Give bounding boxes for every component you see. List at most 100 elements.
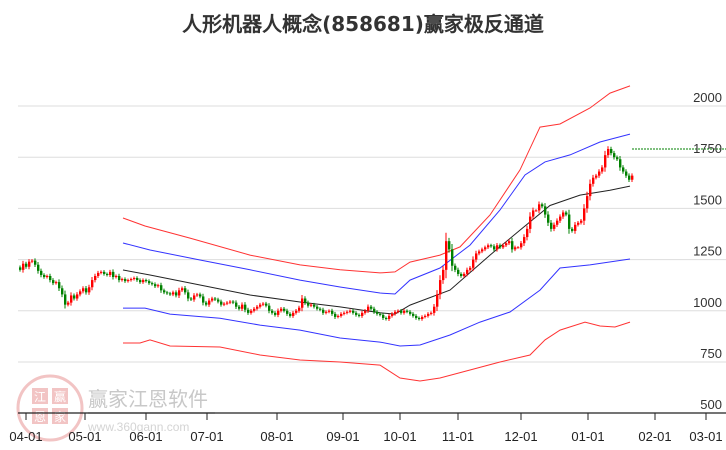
candle-up xyxy=(259,304,262,307)
candle-down xyxy=(613,153,616,158)
candle-up xyxy=(598,171,601,176)
candle-up xyxy=(88,287,91,293)
gridlines xyxy=(18,105,726,363)
candle-up xyxy=(475,253,478,260)
x-axis: 04-01 05-01 06-01 07-01 08-01 09-01 10-01 11-01… xyxy=(9,412,726,444)
candle-down xyxy=(622,167,625,172)
inner-upper-line xyxy=(122,133,631,295)
candle-up xyxy=(514,247,517,250)
x-tick-label: 05-01 xyxy=(68,429,101,444)
candle-down xyxy=(334,313,337,317)
candle-up xyxy=(94,275,97,281)
candle-down xyxy=(454,265,457,270)
candle-down xyxy=(625,171,628,176)
candle-up xyxy=(298,307,301,311)
candle-up xyxy=(361,312,364,316)
outer-lower-line xyxy=(123,321,631,382)
candle-down xyxy=(493,246,496,250)
candle-down xyxy=(274,312,277,315)
candle-up xyxy=(346,311,349,313)
candlesticks xyxy=(19,146,634,321)
candle-up xyxy=(325,311,328,313)
wm-char-2: 恩 xyxy=(34,410,46,424)
candle-up xyxy=(523,237,526,244)
candle-down xyxy=(358,314,361,316)
candle-up xyxy=(532,210,535,217)
candle-up xyxy=(436,294,439,307)
candle-down xyxy=(400,310,403,313)
candle-down xyxy=(175,292,178,296)
candle-down xyxy=(286,310,289,314)
candle-down xyxy=(43,274,46,278)
candle-down xyxy=(616,157,619,160)
candle-up xyxy=(520,243,523,248)
candle-up xyxy=(535,210,538,212)
middle-line xyxy=(122,185,631,315)
candle-down xyxy=(235,302,238,307)
candle-up xyxy=(178,290,181,296)
candle-up xyxy=(577,222,580,225)
candle-up xyxy=(502,245,505,248)
candle-up xyxy=(556,220,559,225)
candle-up xyxy=(196,294,199,296)
candle-up xyxy=(337,315,340,317)
candle-down xyxy=(145,280,148,282)
candle-up xyxy=(526,228,529,238)
inner-lower-line xyxy=(123,258,631,347)
candle-down xyxy=(238,306,241,309)
candle-up xyxy=(328,310,331,312)
candle-up xyxy=(601,167,604,172)
candle-down xyxy=(139,280,142,283)
candle-down xyxy=(52,280,55,284)
candle-up xyxy=(349,310,352,312)
candle-up xyxy=(229,301,232,303)
candle-up xyxy=(172,292,175,295)
candle-up xyxy=(55,282,58,284)
candle-down xyxy=(58,282,61,289)
wm-char-0: 江 xyxy=(34,390,46,404)
y-tick-label: 500 xyxy=(700,397,722,412)
candle-up xyxy=(478,251,481,254)
candle-down xyxy=(244,304,247,310)
candle-up xyxy=(508,241,511,244)
candle-down xyxy=(106,273,109,275)
candle-up xyxy=(292,312,295,316)
candle-down xyxy=(190,298,193,300)
candle-down xyxy=(64,294,67,305)
candle-down xyxy=(112,271,115,278)
candle-up xyxy=(559,216,562,221)
candle-down xyxy=(322,309,325,313)
candle-down xyxy=(271,310,274,313)
candle-up xyxy=(496,245,499,250)
candle-up xyxy=(604,155,607,168)
candle-down xyxy=(307,302,310,306)
candle-down xyxy=(316,306,319,309)
candle-down xyxy=(547,214,550,223)
candle-down xyxy=(376,311,379,314)
candle-up xyxy=(403,310,406,313)
x-tick-label: 09-01 xyxy=(326,429,359,444)
candle-up xyxy=(433,306,436,313)
candle-down xyxy=(283,308,286,311)
chart-title: 人形机器人概念(858681)赢家极反通道 xyxy=(182,12,544,36)
candle-down xyxy=(247,309,250,313)
candle-down xyxy=(151,283,154,285)
candle-down xyxy=(418,317,421,319)
candle-down xyxy=(304,298,307,303)
x-tick-label: 08-01 xyxy=(260,429,293,444)
candle-down xyxy=(355,312,358,315)
candle-up xyxy=(253,308,256,311)
candle-down xyxy=(19,267,22,270)
candle-up xyxy=(211,298,214,301)
candle-down xyxy=(499,245,502,248)
candle-up xyxy=(157,285,160,287)
candle-down xyxy=(370,306,373,309)
candle-up xyxy=(595,175,598,178)
candle-up xyxy=(97,272,100,276)
y-tick-label: 1500 xyxy=(693,192,722,207)
candle-down xyxy=(382,314,385,318)
x-tick-label: 03-01 xyxy=(689,429,722,444)
y-tick-label: 2000 xyxy=(693,90,722,105)
x-tick-label: 02-01 xyxy=(638,429,671,444)
x-tick-label: 06-01 xyxy=(129,429,162,444)
